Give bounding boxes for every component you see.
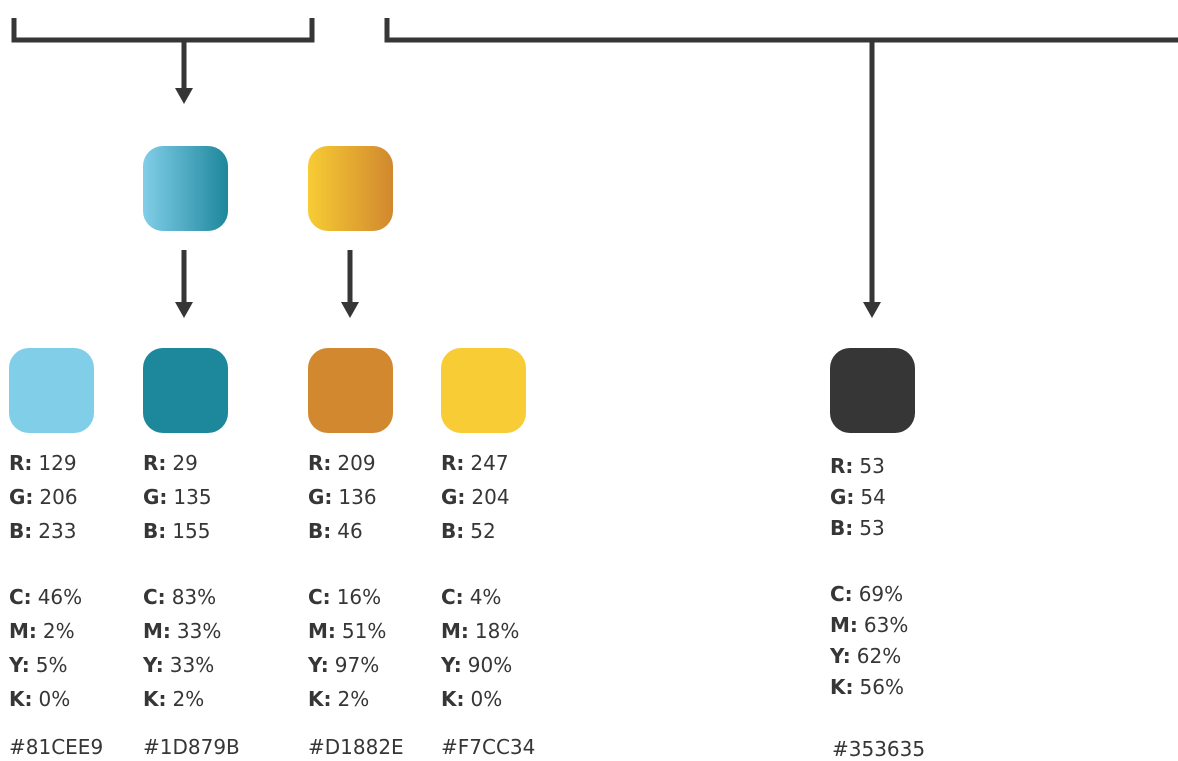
k-value: 0% bbox=[38, 687, 71, 711]
r-value: 209 bbox=[337, 451, 376, 475]
b-value: 46 bbox=[337, 519, 363, 543]
y-label: Y: bbox=[441, 653, 462, 677]
left-bracket bbox=[11, 18, 315, 43]
c-value: 69% bbox=[858, 582, 904, 606]
color-values-orange: R: 209 G: 136 B: 46 C: 16% M: 51% Y: 97% K: 2% bbox=[308, 446, 386, 716]
b-label: B: bbox=[441, 519, 465, 543]
b-value: 233 bbox=[38, 519, 77, 543]
color-values-teal: R: 29 G: 135 B: 155 C: 83% M: 33% Y: 33% K: 2% bbox=[143, 446, 221, 716]
c-label: C: bbox=[441, 585, 464, 609]
right-bracket bbox=[384, 18, 1178, 43]
y-value: 62% bbox=[856, 644, 902, 668]
g-label: G: bbox=[830, 485, 855, 509]
arrowhead-dark bbox=[863, 302, 881, 318]
m-value: 33% bbox=[176, 619, 222, 643]
hex-code-teal: #1D879B bbox=[143, 735, 240, 759]
g-label: G: bbox=[143, 485, 168, 509]
hex-code-light-blue: #81CEE9 bbox=[9, 735, 104, 759]
g-label: G: bbox=[441, 485, 466, 509]
hex-code-orange: #D1882E bbox=[308, 735, 404, 759]
arrowhead-teal bbox=[175, 302, 193, 318]
color-swatch-light-blue bbox=[9, 348, 94, 433]
g-label: G: bbox=[308, 485, 333, 509]
m-value: 2% bbox=[42, 619, 75, 643]
r-label: R: bbox=[308, 451, 332, 475]
b-label: B: bbox=[143, 519, 167, 543]
k-label: K: bbox=[830, 675, 854, 699]
arrowhead-top bbox=[175, 88, 193, 104]
m-value: 51% bbox=[341, 619, 387, 643]
color-values-dark-gray: R: 53 G: 54 B: 53 C: 69% M: 63% Y: 62% K: 56% bbox=[830, 449, 908, 701]
r-label: R: bbox=[143, 451, 167, 475]
m-label: M: bbox=[143, 619, 171, 643]
g-label: G: bbox=[9, 485, 34, 509]
r-label: R: bbox=[441, 451, 465, 475]
c-value: 46% bbox=[37, 585, 83, 609]
c-value: 83% bbox=[171, 585, 217, 609]
k-label: K: bbox=[9, 687, 33, 711]
m-label: M: bbox=[830, 613, 858, 637]
color-swatch-teal bbox=[143, 348, 228, 433]
m-label: M: bbox=[9, 619, 37, 643]
b-value: 155 bbox=[172, 519, 211, 543]
color-swatch-yellow bbox=[441, 348, 526, 433]
color-values-yellow: R: 247 G: 204 B: 52 C: 4% M: 18% Y: 90% K: 0% bbox=[441, 446, 519, 716]
blue-gradient-swatch bbox=[143, 146, 228, 231]
y-label: Y: bbox=[830, 644, 851, 668]
b-value: 52 bbox=[470, 519, 496, 543]
b-label: B: bbox=[9, 519, 33, 543]
color-values-light-blue: R: 129 G: 206 B: 233 C: 46% M: 2% Y: 5% K: 0% bbox=[9, 446, 82, 716]
c-value: 4% bbox=[469, 585, 502, 609]
r-value: 129 bbox=[38, 451, 77, 475]
r-value: 247 bbox=[470, 451, 509, 475]
yellow-gradient-swatch bbox=[308, 146, 393, 231]
r-label: R: bbox=[9, 451, 33, 475]
r-value: 53 bbox=[859, 454, 885, 478]
c-value: 16% bbox=[336, 585, 382, 609]
m-value: 63% bbox=[863, 613, 909, 637]
k-label: K: bbox=[308, 687, 332, 711]
g-value: 136 bbox=[338, 485, 377, 509]
y-value: 33% bbox=[169, 653, 215, 677]
c-label: C: bbox=[830, 582, 853, 606]
k-value: 56% bbox=[859, 675, 904, 699]
hex-code-dark-gray: #353635 bbox=[832, 737, 926, 761]
arrowhead-orange bbox=[341, 302, 359, 318]
y-label: Y: bbox=[9, 653, 30, 677]
b-label: B: bbox=[830, 516, 854, 540]
g-value: 204 bbox=[471, 485, 510, 509]
c-label: C: bbox=[143, 585, 166, 609]
b-value: 53 bbox=[859, 516, 885, 540]
m-label: M: bbox=[441, 619, 469, 643]
hex-code-yellow: #F7CC34 bbox=[441, 735, 536, 759]
c-label: C: bbox=[9, 585, 32, 609]
y-value: 90% bbox=[467, 653, 513, 677]
k-label: K: bbox=[441, 687, 465, 711]
color-swatch-orange bbox=[308, 348, 393, 433]
c-label: C: bbox=[308, 585, 331, 609]
b-label: B: bbox=[308, 519, 332, 543]
g-value: 206 bbox=[39, 485, 78, 509]
y-value: 97% bbox=[334, 653, 380, 677]
y-label: Y: bbox=[308, 653, 329, 677]
k-label: K: bbox=[143, 687, 167, 711]
k-value: 2% bbox=[172, 687, 205, 711]
y-label: Y: bbox=[143, 653, 164, 677]
r-label: R: bbox=[830, 454, 854, 478]
k-value: 2% bbox=[337, 687, 370, 711]
g-value: 135 bbox=[173, 485, 212, 509]
y-value: 5% bbox=[35, 653, 68, 677]
g-value: 54 bbox=[860, 485, 886, 509]
color-swatch-dark-gray bbox=[830, 348, 915, 433]
k-value: 0% bbox=[470, 687, 503, 711]
r-value: 29 bbox=[172, 451, 198, 475]
m-value: 18% bbox=[474, 619, 520, 643]
m-label: M: bbox=[308, 619, 336, 643]
